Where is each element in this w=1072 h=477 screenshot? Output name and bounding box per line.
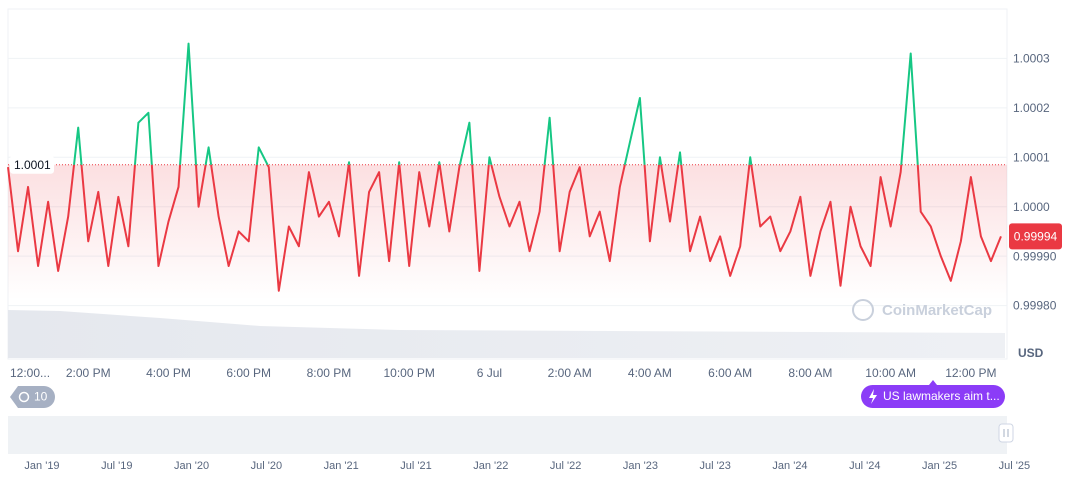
y-tick-label: 1.0001 xyxy=(1013,150,1050,164)
x-tick-label: 8:00 AM xyxy=(788,366,832,380)
news-pill[interactable]: US lawmakers aim t... xyxy=(861,380,1005,408)
current-price-tag xyxy=(1009,223,1062,250)
navigator-label: Jan '24 xyxy=(772,460,807,472)
x-tick-label: 6 Jul xyxy=(477,366,502,380)
navigator-label: Jul '23 xyxy=(699,460,730,472)
x-tick-label: 4:00 AM xyxy=(628,366,672,380)
price-line xyxy=(7,164,1002,292)
watermark-text: CoinMarketCap xyxy=(882,302,992,319)
baseline-label: 1.0001 xyxy=(14,158,51,172)
navigator-label: Jan '22 xyxy=(473,460,508,472)
y-tick-label: 1.0000 xyxy=(1013,200,1050,214)
x-tick-label: 6:00 AM xyxy=(708,366,752,380)
x-tick-label: 12:00 PM xyxy=(945,366,996,380)
y-tick-label: 1.0002 xyxy=(1013,101,1050,115)
x-tick-label: 8:00 PM xyxy=(307,366,352,380)
x-tick-label: 6:00 PM xyxy=(226,366,271,380)
x-tick-label: 2:00 PM xyxy=(66,366,111,380)
news-text: US lawmakers aim t... xyxy=(883,389,1000,403)
x-tick-label: 2:00 AM xyxy=(548,366,592,380)
navigator-label: Jan '23 xyxy=(623,460,658,472)
navigator-label: Jul '21 xyxy=(400,460,431,472)
current-price-label: 0.99994 xyxy=(1014,230,1058,244)
navigator-label: Jan '20 xyxy=(174,460,209,472)
y-tick-label: 0.99980 xyxy=(1013,299,1057,313)
y-tick-label: 0.99990 xyxy=(1013,249,1057,263)
unit-label: USD xyxy=(1018,346,1044,360)
navigator-label: Jul '19 xyxy=(101,460,132,472)
events-count: 10 xyxy=(34,390,48,404)
navigator-label: Jan '21 xyxy=(324,460,359,472)
x-tick-label: 10:00 AM xyxy=(865,366,916,380)
navigator-label: Jul '22 xyxy=(550,460,581,472)
navigator-label: Jul '25 xyxy=(999,460,1030,472)
baseline-label-bg xyxy=(10,155,54,174)
x-tick-label: 12:00... xyxy=(10,366,50,380)
navigator-label: Jan '25 xyxy=(922,460,957,472)
y-tick-label: 1.0003 xyxy=(1013,52,1050,66)
watermark: CoinMarketCap xyxy=(852,299,992,321)
navigator[interactable] xyxy=(8,416,1007,454)
volume-area xyxy=(8,310,1005,358)
events-badge[interactable]: 10 xyxy=(10,386,55,408)
x-tick-label: 4:00 PM xyxy=(146,366,191,380)
navigator-handle[interactable] xyxy=(998,423,1014,443)
navigator-label: Jul '24 xyxy=(849,460,880,472)
x-tick-label: 10:00 PM xyxy=(384,366,435,380)
navigator-label: Jul '20 xyxy=(251,460,282,472)
navigator-label: Jan '19 xyxy=(24,460,59,472)
